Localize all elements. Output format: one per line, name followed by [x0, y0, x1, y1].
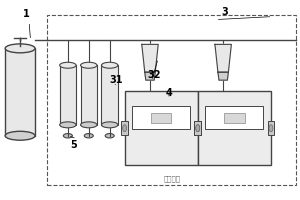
Ellipse shape: [81, 62, 97, 68]
Ellipse shape: [5, 131, 35, 140]
Ellipse shape: [101, 62, 118, 68]
Text: 注液设备: 注液设备: [163, 175, 180, 182]
Bar: [47, 15, 296, 185]
Bar: [124, 91, 198, 165]
Bar: [132, 106, 190, 129]
Polygon shape: [145, 72, 155, 80]
Text: 32: 32: [148, 70, 161, 80]
Ellipse shape: [63, 134, 72, 138]
Bar: [121, 121, 128, 135]
Text: 31: 31: [109, 75, 122, 85]
Text: 3: 3: [221, 7, 228, 17]
Text: 1: 1: [23, 9, 29, 19]
Ellipse shape: [60, 62, 76, 68]
Text: 5: 5: [70, 140, 77, 150]
Bar: [194, 121, 201, 135]
Bar: [198, 91, 271, 165]
Bar: [101, 65, 118, 125]
Bar: [194, 121, 201, 135]
Ellipse shape: [101, 122, 118, 128]
Bar: [81, 65, 97, 125]
Ellipse shape: [5, 44, 35, 53]
Ellipse shape: [196, 125, 200, 132]
Ellipse shape: [60, 122, 76, 128]
Text: 4: 4: [166, 88, 173, 98]
Bar: [151, 113, 171, 123]
Bar: [224, 113, 244, 123]
Bar: [60, 65, 76, 125]
Ellipse shape: [269, 125, 273, 132]
Bar: [5, 48, 35, 136]
Ellipse shape: [196, 125, 200, 132]
Polygon shape: [142, 44, 158, 72]
Bar: [268, 121, 274, 135]
Polygon shape: [215, 44, 231, 72]
Ellipse shape: [123, 125, 127, 132]
Ellipse shape: [84, 134, 93, 138]
Ellipse shape: [81, 122, 97, 128]
Bar: [205, 106, 263, 129]
Ellipse shape: [105, 134, 114, 138]
Polygon shape: [218, 72, 228, 80]
